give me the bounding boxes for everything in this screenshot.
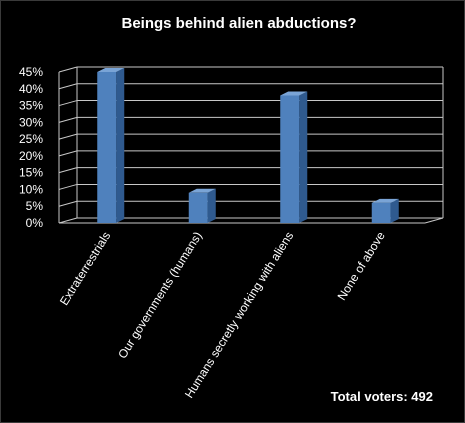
label-layer: 0% 5% 10% 15% 20% 25% 30% 35% 40% 45% Extraterrest…	[19, 65, 388, 401]
bar-front	[280, 95, 300, 223]
bar-side	[390, 198, 399, 223]
x-category-label: Our governments (humans)	[115, 229, 205, 361]
bar	[371, 198, 399, 223]
y-tick-label: 0%	[26, 216, 44, 230]
bar-front	[188, 192, 208, 223]
bar-top	[280, 91, 308, 96]
chart-title: Beings behind alien abductions?	[121, 15, 356, 32]
gridline-side	[58, 66, 78, 73]
floor-right-edge	[424, 217, 444, 224]
y-tick-label: 25%	[19, 132, 43, 146]
gridline-side	[58, 83, 78, 90]
gridline-side	[58, 200, 78, 207]
bar-top	[97, 68, 125, 72]
gridline-side	[58, 217, 78, 224]
y-tick-label: 40%	[19, 82, 43, 96]
total-voters-label: Total voters: 492	[331, 389, 433, 404]
y-tick-label: 10%	[19, 182, 43, 196]
y-tick-label: 20%	[19, 149, 43, 163]
bar-side	[116, 68, 125, 223]
bar-side	[207, 188, 216, 223]
x-category-label: None of above	[335, 229, 388, 303]
y-tick-label: 15%	[19, 166, 43, 180]
bar-front	[371, 202, 391, 223]
bar	[188, 188, 216, 223]
x-category-label: Humans secretly working with aliens	[182, 229, 296, 400]
gridline-side	[58, 133, 78, 140]
gridline-side	[58, 150, 78, 157]
gridline-side	[58, 100, 78, 107]
gridline-side	[58, 116, 78, 123]
bar-side	[299, 91, 308, 223]
axis-layer	[58, 67, 444, 224]
bar-front	[97, 72, 117, 223]
y-tick-label: 45%	[19, 65, 43, 79]
x-category-label: Extraterrestrials	[57, 229, 113, 308]
grid-layer	[58, 66, 443, 224]
bar	[280, 91, 308, 223]
y-tick-label: 35%	[19, 99, 43, 113]
gridline-side	[58, 183, 78, 190]
bar-top	[188, 188, 216, 193]
y-tick-label: 5%	[26, 199, 44, 213]
y-tick-label: 30%	[19, 115, 43, 129]
bar-layer	[97, 68, 399, 223]
bar	[97, 68, 125, 223]
gridline-side	[58, 167, 78, 174]
bar-top	[371, 198, 399, 203]
